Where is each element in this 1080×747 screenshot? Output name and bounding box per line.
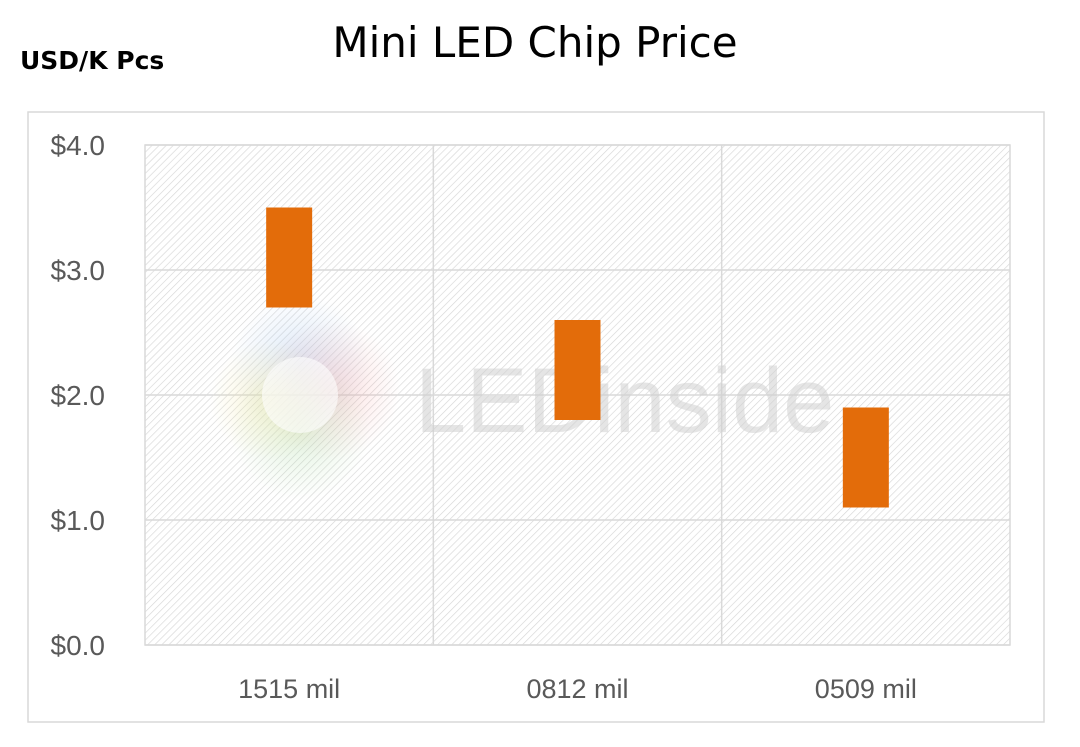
x-tick-label: 0509 mil xyxy=(815,674,917,704)
y-axis-unit-label: USD/K Pcs xyxy=(20,46,165,75)
x-axis-ticks: 1515 mil 0812 mil 0509 mil xyxy=(238,674,917,704)
price-range-bar xyxy=(842,407,889,508)
chart-title: Mini LED Chip Price xyxy=(332,18,738,67)
gridlines xyxy=(145,144,1010,646)
x-tick-label: 0812 mil xyxy=(526,674,628,704)
y-axis-ticks: $0.0 $1.0 $2.0 $3.0 $4.0 xyxy=(51,130,106,661)
y-tick-label: $2.0 xyxy=(51,380,106,411)
y-tick-label: $3.0 xyxy=(51,255,106,286)
bars xyxy=(266,207,889,508)
y-tick-label: $1.0 xyxy=(51,505,106,536)
watermark-text: LEDinside xyxy=(415,350,834,452)
watermark: LEDinside xyxy=(210,295,834,500)
y-tick-label: $4.0 xyxy=(51,130,106,161)
price-range-bar xyxy=(554,320,601,420)
x-tick-label: 1515 mil xyxy=(238,674,340,704)
y-tick-label: $0.0 xyxy=(51,630,106,661)
price-range-bar xyxy=(266,207,313,308)
